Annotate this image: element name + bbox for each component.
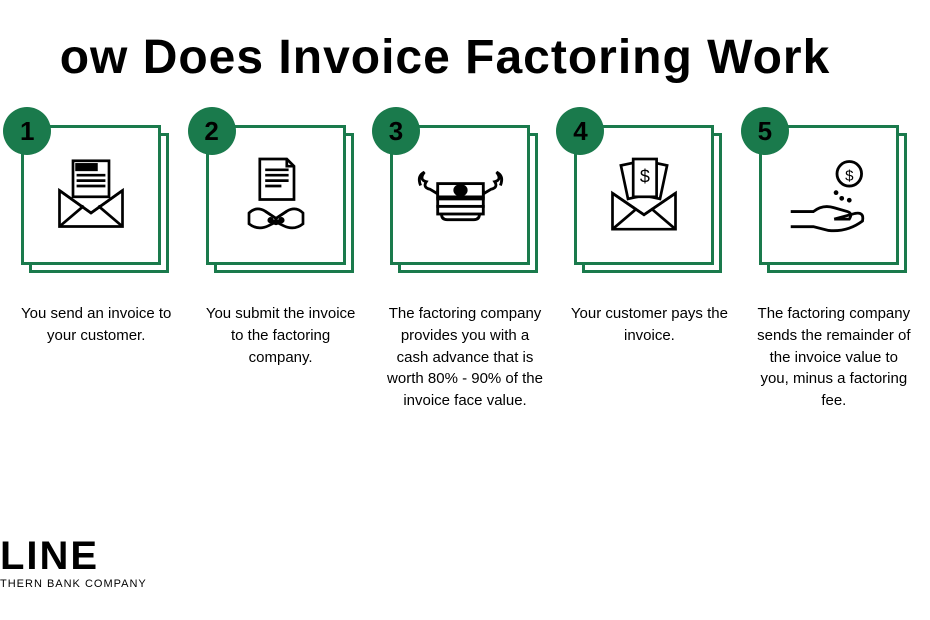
step-4: $ 4 Your customer pays the invoice. — [563, 125, 735, 412]
step-5: $ 5 The factoring company sends the rema… — [748, 125, 920, 412]
step-2: 2 You submit the invoice to the factorin… — [194, 125, 366, 412]
step-3-badge: 3 — [372, 107, 420, 155]
invoice-envelope-icon — [46, 150, 136, 240]
logo-main-text: LINE — [0, 536, 147, 576]
step-1-caption: You send an invoice to your customer. — [16, 303, 176, 347]
svg-text:$: $ — [845, 167, 854, 184]
step-3: 3 The factoring company provides you wit… — [379, 125, 551, 412]
step-2-badge: 2 — [188, 107, 236, 155]
step-1-iconbox: 1 — [21, 125, 171, 275]
step-5-caption: The factoring company sends the remainde… — [754, 303, 914, 412]
cash-wings-icon — [413, 155, 508, 235]
step-4-caption: Your customer pays the invoice. — [569, 303, 729, 347]
money-envelope-icon: $ — [599, 150, 689, 240]
step-2-number: 2 — [204, 116, 218, 147]
logo-sub-text: THERN BANK COMPANY — [0, 578, 147, 590]
step-5-badge: 5 — [741, 107, 789, 155]
step-3-number: 3 — [389, 116, 403, 147]
step-4-iconbox: $ 4 — [574, 125, 724, 275]
brand-logo: LINE THERN BANK COMPANY — [0, 536, 147, 590]
steps-row: 1 You send an invoice to your customer. — [0, 85, 930, 412]
step-5-iconbox: $ 5 — [759, 125, 909, 275]
handshake-document-icon — [231, 150, 321, 240]
step-5-number: 5 — [758, 116, 772, 147]
step-2-iconbox: 2 — [206, 125, 356, 275]
svg-text:$: $ — [640, 166, 650, 186]
hand-coin-icon: $ — [781, 153, 876, 238]
step-3-caption: The factoring company provides you with … — [385, 303, 545, 412]
step-4-number: 4 — [573, 116, 587, 147]
step-1-number: 1 — [20, 116, 34, 147]
step-2-caption: You submit the invoice to the factoring … — [201, 303, 361, 368]
step-1: 1 You send an invoice to your customer. — [10, 125, 182, 412]
step-1-badge: 1 — [3, 107, 51, 155]
step-3-iconbox: 3 — [390, 125, 540, 275]
page-title: ow Does Invoice Factoring Work — [0, 0, 910, 85]
